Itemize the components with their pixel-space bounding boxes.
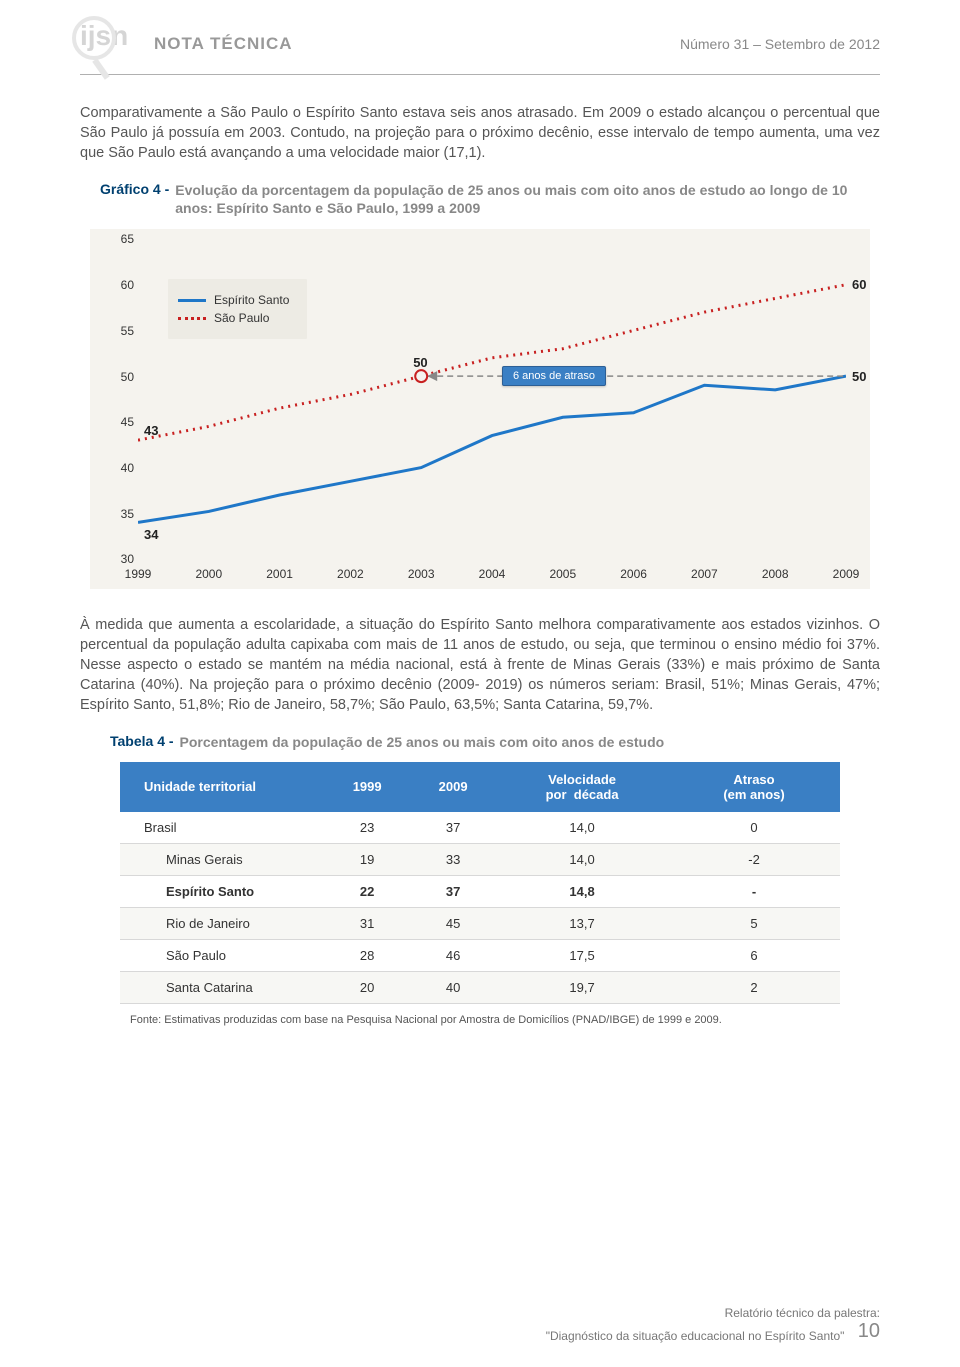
table-row: Brasil233714,00 [120, 812, 840, 844]
row-label: Rio de Janeiro [120, 907, 324, 939]
table-cell: 33 [410, 843, 496, 875]
page-footer: Relatório técnico da palestra: "Diagnóst… [546, 1306, 880, 1343]
page-number: 10 [858, 1320, 880, 1343]
table-cell: 31 [324, 907, 410, 939]
table-cell: 37 [410, 875, 496, 907]
table-cell: 0 [668, 812, 840, 844]
y-tick: 35 [108, 507, 134, 521]
table-cell: 22 [324, 875, 410, 907]
y-tick: 60 [108, 278, 134, 292]
x-tick: 2000 [195, 567, 222, 581]
table-row: Santa Catarina204019,72 [120, 971, 840, 1003]
table-cell: 14,8 [496, 875, 668, 907]
table-cell: 46 [410, 939, 496, 971]
y-tick: 30 [108, 552, 134, 566]
table-cell: 20 [324, 971, 410, 1003]
table-cell: 45 [410, 907, 496, 939]
col-header-2: 2009 [410, 762, 496, 812]
x-tick: 2009 [833, 567, 860, 581]
x-tick: 2006 [620, 567, 647, 581]
table-cell: 19 [324, 843, 410, 875]
issue-label: Número 31 – Setembro de 2012 [680, 36, 880, 52]
x-tick: 2008 [762, 567, 789, 581]
chart-plot-area: Espírito Santo São Paulo 303540455055606… [138, 239, 846, 559]
table-title-prefix: Tabela 4 - [110, 733, 174, 751]
table-cell: 5 [668, 907, 840, 939]
table-title: Tabela 4 - Porcentagem da população de 2… [110, 733, 850, 751]
y-tick: 55 [108, 324, 134, 338]
table-row: Rio de Janeiro314513,75 [120, 907, 840, 939]
row-label: Minas Gerais [120, 843, 324, 875]
data-table: Unidade territorial 1999 2009 Velocidade… [120, 762, 840, 1004]
point-label: 50 [413, 355, 427, 370]
chart-title-prefix: Gráfico 4 - [100, 181, 169, 217]
x-tick: 2003 [408, 567, 435, 581]
table-cell: 19,7 [496, 971, 668, 1003]
col-header-1: 1999 [324, 762, 410, 812]
table-cell: 37 [410, 812, 496, 844]
table-cell: 17,5 [496, 939, 668, 971]
x-tick: 2002 [337, 567, 364, 581]
table-cell: 6 [668, 939, 840, 971]
chart-svg [138, 239, 846, 559]
chart-title-text: Evolução da porcentagem da população de … [175, 181, 860, 217]
x-tick: 1999 [125, 567, 152, 581]
table-cell: -2 [668, 843, 840, 875]
chart-title: Gráfico 4 - Evolução da porcentagem da p… [80, 181, 880, 217]
magnifier-handle-icon [92, 58, 110, 79]
header-left: ijsn NOTA TÉCNICA [80, 20, 293, 68]
row-label: Espírito Santo [120, 875, 324, 907]
y-tick: 65 [108, 232, 134, 246]
x-tick: 2001 [266, 567, 293, 581]
doc-type-label: NOTA TÉCNICA [154, 34, 293, 54]
row-label: São Paulo [120, 939, 324, 971]
footer-line-1: Relatório técnico da palestra: [725, 1306, 880, 1320]
chart: Espírito Santo São Paulo 303540455055606… [90, 229, 870, 589]
table-cell: 14,0 [496, 812, 668, 844]
table-row: Minas Gerais193314,0-2 [120, 843, 840, 875]
row-label: Brasil [120, 812, 324, 844]
table-cell: 13,7 [496, 907, 668, 939]
page-header: ijsn NOTA TÉCNICA Número 31 – Setembro d… [80, 20, 880, 75]
table-head: Unidade territorial 1999 2009 Velocidade… [120, 762, 840, 812]
x-tick: 2007 [691, 567, 718, 581]
point-label: 34 [144, 527, 158, 542]
x-tick: 2004 [479, 567, 506, 581]
table-cell: 40 [410, 971, 496, 1003]
table-cell: 14,0 [496, 843, 668, 875]
logo: ijsn [80, 20, 144, 68]
col-header-0: Unidade territorial [120, 762, 324, 812]
paragraph-1: Comparativamente a São Paulo o Espírito … [80, 103, 880, 163]
y-tick: 45 [108, 415, 134, 429]
table-cell: - [668, 875, 840, 907]
y-tick: 50 [108, 370, 134, 384]
point-label: 50 [852, 369, 866, 384]
table-title-text: Porcentagem da população de 25 anos ou m… [180, 733, 665, 751]
table-source: Fonte: Estimativas produzidas com base n… [130, 1014, 830, 1026]
chart-callout: 6 anos de atraso [502, 366, 606, 386]
table-cell: 23 [324, 812, 410, 844]
x-tick: 2005 [549, 567, 576, 581]
table-row: São Paulo284617,56 [120, 939, 840, 971]
col-header-4: Atraso(em anos) [668, 762, 840, 812]
table-row: Espírito Santo223714,8- [120, 875, 840, 907]
footer-line-2: "Diagnóstico da situação educacional no … [546, 1329, 845, 1343]
magnifier-icon [72, 16, 116, 60]
table-cell: 28 [324, 939, 410, 971]
paragraph-2: À medida que aumenta a escolaridade, a s… [80, 615, 880, 715]
row-label: Santa Catarina [120, 971, 324, 1003]
table-body: Brasil233714,00Minas Gerais193314,0-2Esp… [120, 812, 840, 1004]
y-tick: 40 [108, 461, 134, 475]
page: ijsn NOTA TÉCNICA Número 31 – Setembro d… [0, 0, 960, 1367]
point-label: 43 [144, 423, 158, 438]
table-cell: 2 [668, 971, 840, 1003]
col-header-3: Velocidadepor década [496, 762, 668, 812]
point-label: 60 [852, 277, 866, 292]
